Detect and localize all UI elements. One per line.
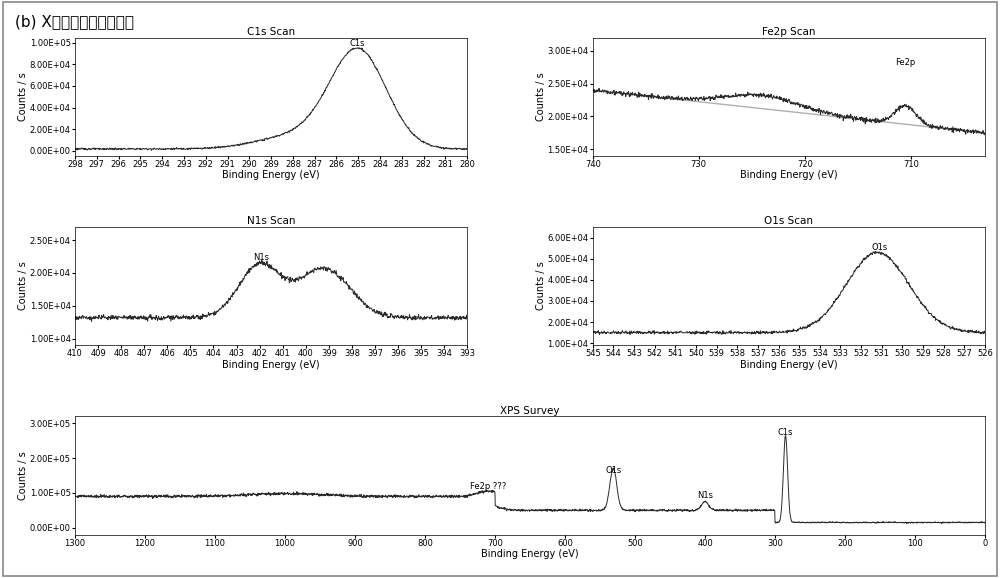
Text: O1s: O1s (605, 466, 621, 475)
X-axis label: Binding Energy (eV): Binding Energy (eV) (481, 549, 579, 559)
Text: C1s: C1s (778, 428, 793, 437)
Y-axis label: Counts / s: Counts / s (18, 72, 28, 121)
Text: O1s: O1s (871, 243, 888, 252)
X-axis label: Binding Energy (eV): Binding Energy (eV) (222, 360, 320, 370)
Y-axis label: Counts / s: Counts / s (18, 262, 28, 310)
Title: N1s Scan: N1s Scan (247, 216, 295, 226)
Title: O1s Scan: O1s Scan (764, 216, 813, 226)
Title: XPS Survey: XPS Survey (500, 406, 560, 416)
Y-axis label: Counts / s: Counts / s (536, 262, 546, 310)
Text: (b) X射线光电子能谱分析: (b) X射线光电子能谱分析 (15, 14, 134, 29)
X-axis label: Binding Energy (eV): Binding Energy (eV) (740, 171, 838, 180)
Y-axis label: Counts / s: Counts / s (18, 451, 28, 500)
Text: N1s: N1s (253, 253, 269, 262)
X-axis label: Binding Energy (eV): Binding Energy (eV) (740, 360, 838, 370)
Text: N1s: N1s (697, 491, 713, 500)
Y-axis label: Counts / s: Counts / s (536, 72, 546, 121)
Text: Fe2p: Fe2p (895, 58, 915, 66)
Title: Fe2p Scan: Fe2p Scan (762, 27, 816, 37)
X-axis label: Binding Energy (eV): Binding Energy (eV) (222, 171, 320, 180)
Text: Fe2p ???: Fe2p ??? (470, 482, 506, 491)
Title: C1s Scan: C1s Scan (247, 27, 295, 37)
Text: C1s: C1s (350, 39, 365, 48)
